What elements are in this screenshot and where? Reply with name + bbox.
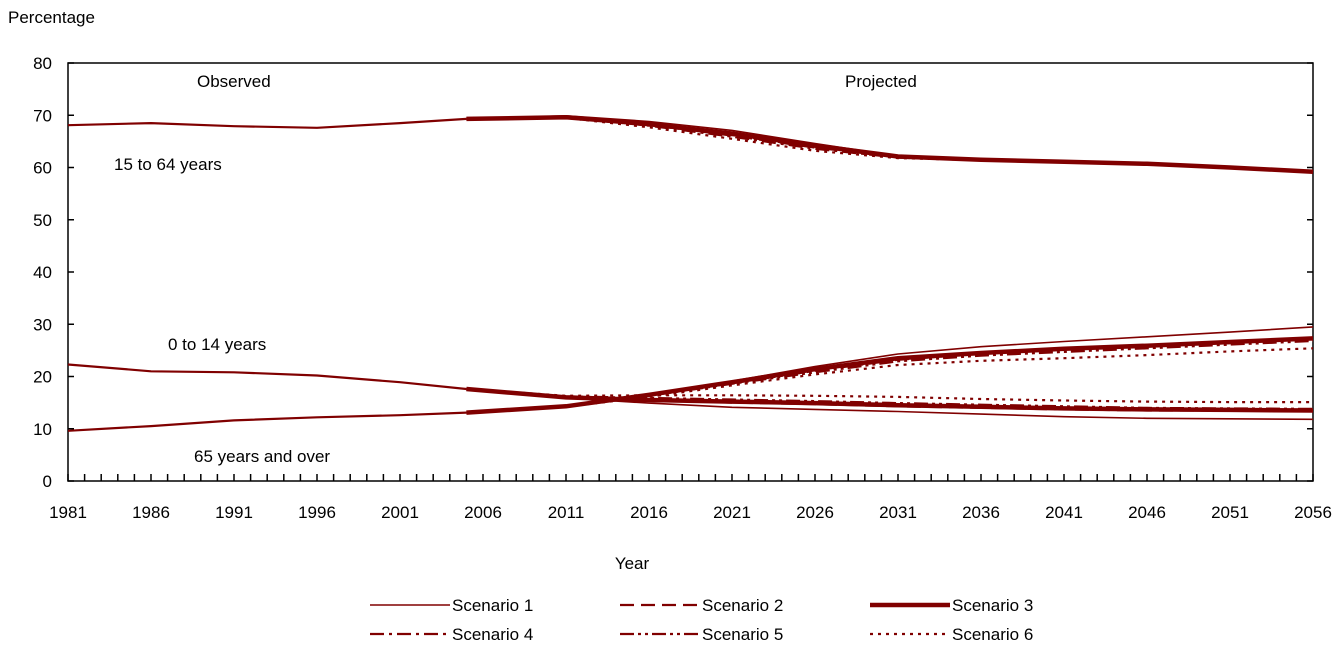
y-tick-label: 0 — [43, 472, 52, 491]
x-tick-label: 2021 — [713, 503, 751, 522]
x-tick-label: 2051 — [1211, 503, 1249, 522]
x-tick-label: 1981 — [49, 503, 87, 522]
y-tick-label: 70 — [33, 106, 52, 125]
x-tick-label: 2031 — [879, 503, 917, 522]
y-tick-label: 60 — [33, 159, 52, 178]
x-tick-label: 2016 — [630, 503, 668, 522]
legend-label: Scenario 6 — [952, 625, 1033, 644]
series-lines — [67, 115, 1314, 432]
x-tick-label: 2006 — [464, 503, 502, 522]
y-tick-label: 80 — [33, 54, 52, 73]
series-line-15-to-64-years-observed — [67, 117, 467, 129]
x-axis-title: Year — [615, 554, 650, 573]
y-tick-label: 30 — [33, 315, 52, 334]
x-axis: 1981 1986 1991 1996 2001 2006 2011 2016 2021 2026… — [49, 474, 1332, 522]
x-tick-label: 1991 — [215, 503, 253, 522]
observed-label: Observed — [197, 72, 271, 91]
group-label-15-to-64: 15 to 64 years — [114, 155, 222, 174]
x-tick-label: 2036 — [962, 503, 1000, 522]
series-line-65-years-and-over-observed — [67, 411, 467, 432]
series-line-scenario-3 — [466, 386, 1314, 413]
x-tick-label: 2001 — [381, 503, 419, 522]
legend: Scenario 1 Scenario 2 Scenario 3 Scenario 4… — [370, 596, 1033, 644]
x-tick-label: 2041 — [1045, 503, 1083, 522]
group-label-0-to-14: 0 to 14 years — [168, 335, 266, 354]
series-line-scenario-6 — [466, 347, 1314, 414]
y-axis-title: Percentage — [8, 8, 95, 27]
legend-label: Scenario 4 — [452, 625, 533, 644]
series-line-scenario-3 — [466, 115, 1314, 174]
projected-label: Projected — [845, 72, 917, 91]
series-line-0-to-14-years-observed — [67, 363, 467, 391]
y-tick-label: 40 — [33, 263, 52, 282]
x-tick-label: 1996 — [298, 503, 336, 522]
x-tick-label: 2046 — [1128, 503, 1166, 522]
series-line-scenario-3 — [466, 336, 1314, 415]
y-axis: 0 10 20 30 40 50 60 70 80 — [33, 54, 1313, 491]
y-tick-label: 50 — [33, 211, 52, 230]
legend-label: Scenario 3 — [952, 596, 1033, 615]
y-tick-label: 10 — [33, 420, 52, 439]
x-tick-label: 2026 — [796, 503, 834, 522]
legend-label: Scenario 5 — [702, 625, 783, 644]
y-tick-label: 20 — [33, 368, 52, 387]
x-tick-label: 2056 — [1294, 503, 1332, 522]
x-tick-label: 1986 — [132, 503, 170, 522]
legend-label: Scenario 2 — [702, 596, 783, 615]
legend-label: Scenario 1 — [452, 596, 533, 615]
x-tick-label: 2011 — [548, 503, 585, 522]
group-label-65-and-over: 65 years and over — [194, 447, 330, 466]
